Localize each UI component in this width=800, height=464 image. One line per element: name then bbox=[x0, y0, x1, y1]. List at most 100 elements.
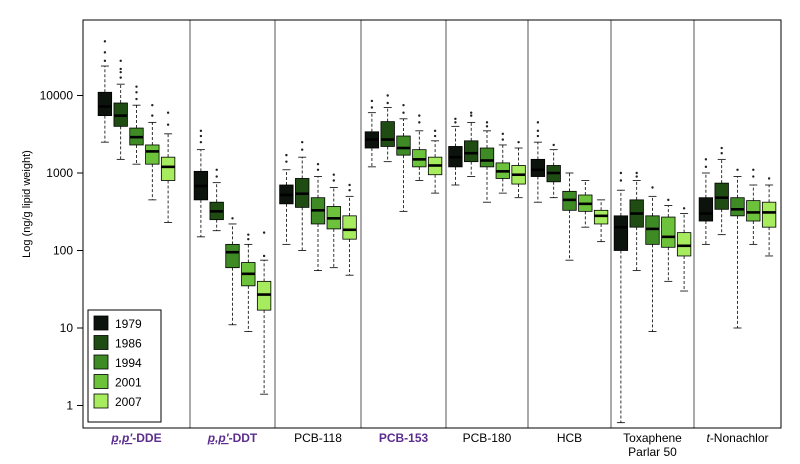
outlier-point bbox=[418, 114, 421, 117]
outlier-point bbox=[536, 134, 540, 138]
outlier-point bbox=[501, 138, 504, 141]
box bbox=[761, 201, 777, 228]
outlier-point bbox=[682, 207, 686, 210]
legend-label: 1994 bbox=[115, 356, 142, 370]
category-label: PCB-180 bbox=[463, 431, 512, 445]
outlier-point bbox=[433, 134, 437, 138]
outlier-point bbox=[720, 146, 723, 150]
legend-label: 1979 bbox=[115, 317, 142, 331]
category-label: t-Nonachlor bbox=[706, 431, 768, 445]
box bbox=[698, 197, 714, 222]
outlier-point bbox=[119, 59, 122, 63]
outlier-point bbox=[215, 175, 218, 178]
box-group bbox=[530, 121, 609, 261]
category-labels: p,p'-DDE p,p'-DDT PCB-118 PCB-153 PCB-180 HCB… bbox=[110, 431, 768, 459]
legend-label: 1986 bbox=[115, 337, 142, 351]
outlier-point bbox=[348, 183, 351, 187]
outlier-point bbox=[119, 70, 122, 74]
outlier-point bbox=[247, 233, 250, 236]
outlier-point bbox=[704, 165, 708, 169]
box bbox=[160, 156, 176, 181]
outlier-point bbox=[736, 168, 739, 171]
outlier-point bbox=[199, 140, 203, 144]
box-group bbox=[364, 94, 443, 212]
outlier-point bbox=[103, 59, 107, 63]
outlier-point bbox=[135, 91, 138, 94]
outlier-point bbox=[720, 152, 723, 155]
outlier-point bbox=[285, 153, 288, 157]
outlier-point bbox=[433, 129, 437, 133]
plot-frame bbox=[82, 19, 782, 429]
outlier-point bbox=[262, 231, 266, 234]
outlier-point bbox=[332, 179, 335, 182]
category-label: p,p'-DDE bbox=[110, 431, 161, 445]
box-group bbox=[448, 111, 526, 203]
box bbox=[464, 140, 479, 163]
outlier-point bbox=[332, 173, 335, 176]
box bbox=[613, 215, 629, 251]
outlier-point bbox=[247, 237, 250, 241]
category-label: p,p'-DDT bbox=[207, 431, 258, 445]
outlier-point bbox=[402, 103, 405, 107]
outlier-point bbox=[199, 134, 203, 138]
box bbox=[479, 147, 495, 168]
y-axis-label: Log (ng/g lipid weight) bbox=[21, 150, 33, 258]
box bbox=[676, 232, 692, 257]
y-axis: 1 10 100 1000 10000 bbox=[40, 88, 83, 412]
box bbox=[730, 197, 745, 217]
outlier-point bbox=[215, 168, 218, 171]
outlier-point bbox=[454, 117, 457, 121]
category-label: HCB bbox=[557, 431, 582, 445]
outlier-point bbox=[199, 129, 203, 133]
outlier-point bbox=[370, 99, 374, 103]
outlier-point bbox=[103, 40, 107, 43]
outlier-point bbox=[151, 114, 154, 117]
outlier-point bbox=[370, 106, 374, 109]
outlier-point bbox=[285, 160, 288, 163]
outlier-point bbox=[501, 132, 504, 136]
outlier-point bbox=[667, 198, 670, 202]
box-group bbox=[97, 40, 176, 223]
y-tick-label: 10 bbox=[60, 321, 74, 335]
outlier-point bbox=[386, 101, 389, 105]
outlier-point bbox=[402, 111, 405, 114]
group-dividers bbox=[189, 20, 695, 428]
outlier-point bbox=[418, 121, 421, 124]
outlier-point bbox=[166, 111, 170, 114]
box bbox=[661, 216, 676, 248]
legend-swatch bbox=[93, 315, 109, 331]
outlier-point bbox=[316, 168, 320, 171]
outlier-point bbox=[119, 76, 122, 79]
outlier-point bbox=[135, 97, 138, 101]
box bbox=[97, 91, 113, 117]
outlier-point bbox=[301, 148, 304, 151]
outlier-point bbox=[485, 121, 489, 124]
box bbox=[380, 121, 395, 147]
outlier-point bbox=[262, 254, 266, 258]
outlier-point bbox=[119, 67, 122, 71]
category-label: Toxaphene bbox=[623, 431, 682, 445]
outlier-point bbox=[316, 162, 320, 166]
outlier-point bbox=[517, 140, 520, 144]
legend-swatch bbox=[93, 393, 109, 409]
outlier-point bbox=[166, 123, 170, 126]
legend-swatch bbox=[93, 335, 109, 350]
outlier-point bbox=[103, 51, 107, 54]
legend: 1979 1986 1994 2001 2007 bbox=[87, 309, 162, 423]
outlier-point bbox=[635, 175, 638, 178]
category-label: PCB-118 bbox=[294, 431, 342, 445]
outlier-point bbox=[135, 85, 138, 88]
y-tick-label: 1000 bbox=[46, 166, 73, 180]
box bbox=[714, 182, 729, 210]
legend-label: 2001 bbox=[115, 376, 142, 390]
outlier-point bbox=[485, 125, 489, 128]
legend-swatch bbox=[93, 374, 109, 389]
outlier-point bbox=[301, 140, 304, 144]
y-tick-label: 10000 bbox=[40, 88, 74, 102]
outlier-point bbox=[752, 175, 755, 178]
outlier-point bbox=[619, 171, 623, 175]
box-group bbox=[279, 140, 357, 276]
box bbox=[225, 243, 240, 269]
outlier-point bbox=[536, 129, 540, 133]
